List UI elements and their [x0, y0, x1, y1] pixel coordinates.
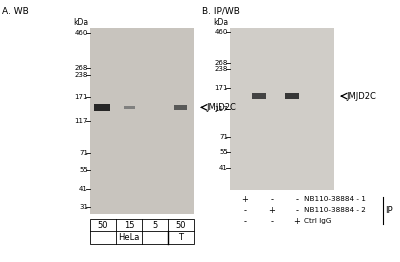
Text: 50: 50	[98, 221, 108, 230]
Bar	[90, 28, 194, 214]
Text: kDa: kDa	[73, 18, 88, 27]
Text: +: +	[241, 195, 248, 204]
Text: NB110-38884 - 1: NB110-38884 - 1	[304, 196, 366, 202]
Text: 31: 31	[79, 204, 88, 210]
Text: -: -	[295, 195, 298, 204]
Text: Ctrl IgG: Ctrl IgG	[304, 219, 332, 224]
Text: 15: 15	[124, 221, 134, 230]
Text: 71: 71	[219, 134, 228, 140]
Text: 55: 55	[79, 167, 88, 173]
Text: +: +	[293, 217, 300, 226]
Text: 171: 171	[214, 85, 228, 91]
Bar	[252, 94, 266, 99]
Text: 5: 5	[152, 221, 158, 230]
Text: 268: 268	[75, 65, 88, 71]
Text: 71: 71	[79, 150, 88, 156]
Text: B. IP/WB: B. IP/WB	[202, 7, 240, 15]
Text: -: -	[243, 206, 246, 215]
Text: -: -	[295, 206, 298, 215]
Text: 41: 41	[219, 165, 228, 171]
Text: -: -	[243, 217, 246, 226]
Text: -: -	[270, 217, 274, 226]
Text: 55: 55	[219, 149, 228, 155]
Text: 238: 238	[215, 66, 228, 72]
Text: 41: 41	[79, 186, 88, 192]
Text: NB110-38884 - 2: NB110-38884 - 2	[304, 208, 366, 213]
Text: 460: 460	[75, 30, 88, 36]
Text: 117: 117	[214, 106, 228, 112]
Text: 460: 460	[215, 29, 228, 35]
Text: kDa: kDa	[213, 18, 228, 27]
Text: IP: IP	[386, 206, 393, 215]
Text: 50: 50	[176, 221, 186, 230]
Bar	[174, 105, 187, 110]
Bar	[230, 28, 334, 190]
Text: 268: 268	[215, 60, 228, 66]
Bar	[90, 219, 194, 244]
Text: -: -	[270, 195, 274, 204]
Text: HeLa: HeLa	[118, 233, 140, 242]
Bar	[124, 106, 135, 109]
Text: +: +	[268, 206, 276, 215]
Text: JMJD2C: JMJD2C	[346, 92, 376, 101]
Text: A. WB: A. WB	[2, 7, 29, 15]
Text: JMJD2C: JMJD2C	[206, 103, 236, 112]
Text: 171: 171	[74, 94, 88, 100]
Bar	[285, 93, 300, 99]
Bar	[94, 104, 110, 111]
Text: T: T	[178, 233, 184, 242]
Text: 238: 238	[75, 72, 88, 78]
Text: 117: 117	[74, 118, 88, 124]
